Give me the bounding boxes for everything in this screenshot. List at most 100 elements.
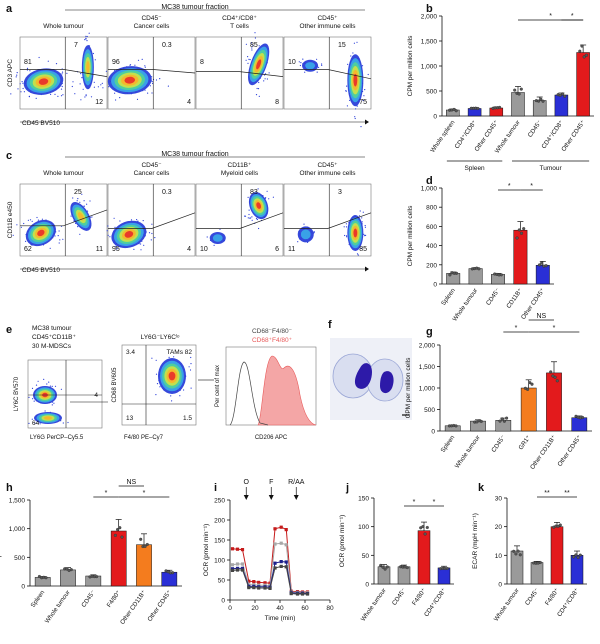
density-dot [247, 196, 249, 198]
density-dot [362, 99, 364, 101]
bar-5 [554, 94, 569, 117]
data-point [65, 567, 69, 571]
density-dot [66, 72, 68, 74]
bar-3 [570, 555, 584, 585]
density-dot [173, 356, 175, 358]
density-dot [347, 63, 349, 65]
data-point [517, 228, 521, 232]
gate-line [196, 212, 284, 229]
plot-subtitle: Myeloid cells [221, 170, 259, 177]
density-contour [353, 73, 358, 87]
density-dot [344, 234, 346, 237]
series-point [279, 564, 283, 568]
panel-letter: d [426, 175, 433, 187]
density-dot [252, 45, 254, 47]
gate-line [284, 69, 372, 80]
density-dot [129, 64, 131, 66]
density-dot [16, 74, 18, 76]
density-dot [74, 93, 76, 95]
y-axis-label: ECAR (mpH min⁻¹) [472, 513, 479, 569]
quadrant-value: 6 [275, 246, 279, 253]
y-tick-label: 600 [426, 224, 437, 231]
chart-i: i 0 50 100 150 200 250 0 20 40 60 80 Time (min) OCR (… [203, 479, 334, 622]
plot-frame [195, 36, 284, 110]
y-tick-label: 0 [433, 114, 437, 121]
plot-subtitle: CD45⁺ [317, 162, 338, 169]
data-point [526, 387, 530, 391]
bar-4 [546, 372, 562, 432]
significance-label: * [553, 325, 556, 332]
density-dot [299, 64, 301, 67]
plot-frame [121, 344, 197, 426]
series-point [257, 583, 261, 587]
density-dot [144, 89, 146, 91]
density-dot [316, 58, 318, 60]
density-dot [213, 244, 215, 246]
density-dot [183, 389, 185, 391]
series-point [235, 568, 240, 572]
density-dot [364, 225, 366, 227]
density-dot [101, 82, 103, 84]
density-dot [356, 105, 358, 107]
density-dot [168, 356, 170, 358]
density-dot [367, 73, 369, 76]
y-tick-label: 1,500 [421, 39, 438, 46]
y-tick-label: 10 [495, 553, 503, 560]
y-tick-label: 2,000 [421, 14, 438, 21]
data-point [425, 525, 429, 530]
data-point [517, 92, 521, 96]
data-point [454, 424, 458, 428]
density-dot [190, 363, 192, 365]
series-point [230, 563, 235, 567]
y-tick-label: 0 [431, 429, 435, 436]
density-dot [303, 223, 305, 225]
density-dot [90, 96, 93, 98]
data-point [479, 419, 483, 423]
density-dot [34, 422, 36, 424]
panel-a: a MC38 tumour fraction Whole tumour 81 7 12 CD… [6, 3, 372, 128]
bar-4 [532, 100, 547, 117]
bar-1 [60, 569, 76, 587]
x-tick-label: 60 [301, 605, 309, 612]
series-point [247, 579, 251, 583]
data-point [171, 571, 175, 575]
y-tick-label: 50 [362, 553, 370, 560]
density-dot [72, 81, 74, 83]
gate-line [108, 212, 196, 229]
density-dot [346, 236, 348, 238]
density-dot [36, 216, 38, 219]
density-dot [35, 97, 37, 99]
density-dot [86, 40, 88, 42]
density-contour [124, 76, 136, 84]
panel-letter: h [6, 482, 13, 494]
density-dot [149, 85, 151, 87]
density-dot [113, 217, 115, 219]
density-dot [159, 78, 161, 80]
density-dot [119, 220, 121, 222]
y-tick-label: 1,500 [9, 498, 26, 505]
density-contour [86, 60, 90, 74]
density-dot [46, 383, 48, 385]
density-dot [358, 215, 361, 217]
density-dot [345, 90, 347, 92]
data-point [118, 526, 122, 530]
data-point [421, 525, 425, 529]
density-dot [106, 230, 108, 232]
significance-label: * [143, 490, 146, 497]
panel-letter: b [426, 3, 433, 15]
density-dot [93, 86, 95, 88]
y-tick-label: 50 [218, 578, 226, 585]
y-tick-label: 0 [498, 582, 502, 589]
density-dot [349, 99, 351, 101]
y-tick-label: 1,000 [421, 186, 438, 193]
density-dot [258, 81, 260, 84]
density-dot [144, 66, 146, 68]
data-point [143, 544, 147, 548]
quadrant-value: 64 [32, 420, 40, 427]
density-dot [265, 197, 267, 199]
density-dot [321, 64, 323, 66]
density-dot [354, 117, 356, 120]
density-dot [79, 233, 81, 235]
series-point [284, 543, 288, 547]
x-tick-label: CD45⁻ [391, 587, 408, 607]
